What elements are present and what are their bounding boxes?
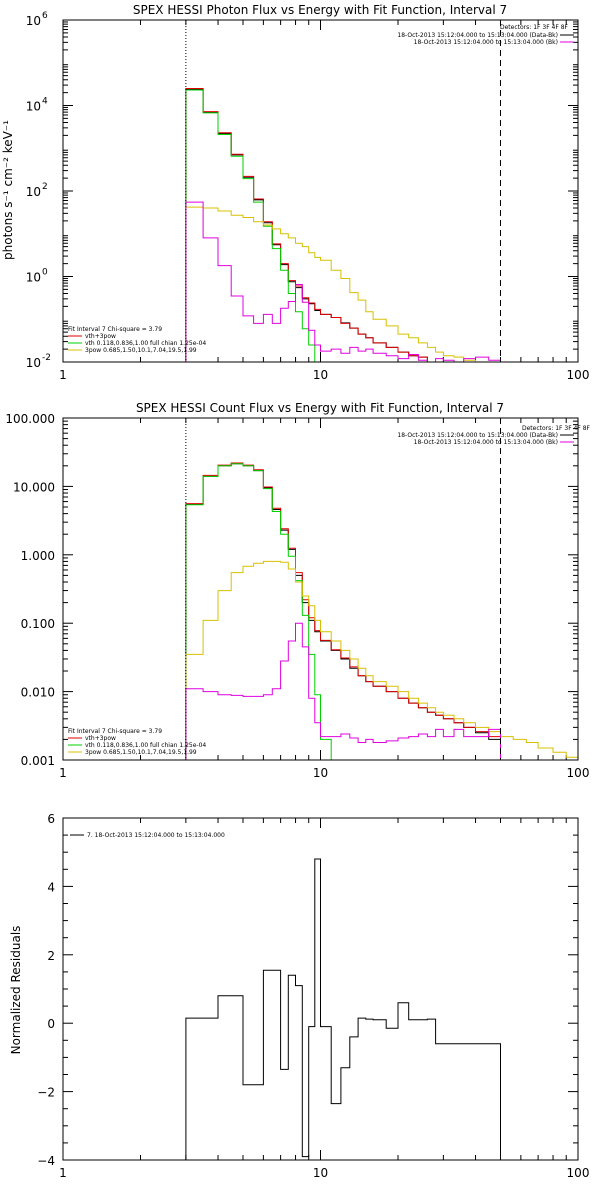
legend-bk: 18-Oct-2013 15:12:04.000 to 15:13:04.000…	[414, 439, 558, 446]
x-tick-label: 1	[59, 368, 67, 382]
legend-vth: vth 0.118,0.836,1.00 full chian 1.25e-04	[85, 340, 206, 347]
legend-3pow: 3pow 0.685,1.50,10.1,7.04,19.5,1.99	[85, 749, 197, 756]
tick-base: 10	[26, 271, 41, 285]
y-tick-label: 10.000	[13, 480, 55, 494]
series-bk	[185, 622, 501, 760]
series-3pow	[185, 206, 539, 362]
x-tick-label: 10	[313, 766, 328, 780]
legend-bk: 18-Oct-2013 15:12:04.000 to 15:13:04.000…	[414, 39, 558, 46]
axis-ticks: 1 10 100 −4 −2 0 2 4 6	[37, 812, 589, 1180]
y-tick-exponent: 0	[42, 268, 48, 278]
x-tick-label: 100	[567, 368, 590, 382]
y-tick-label: 10	[26, 271, 41, 285]
series-vth-3pow	[185, 88, 428, 362]
y-tick-label: 0.010	[21, 686, 55, 700]
top-legend: Detectors: 1F 3F 4F 8F 18-Oct-2013 15:12…	[397, 24, 574, 46]
y-tick-exponent: 4	[42, 97, 48, 107]
legend-residuals: 7. 18-Oct-2013 15:12:04.000 to 15:13:04.…	[87, 832, 225, 839]
chart-title: SPEX HESSI Count Flux vs Energy with Fit…	[136, 401, 504, 415]
y-tick-label: 0.001	[21, 754, 55, 768]
series-3pow	[185, 560, 578, 760]
y-axis-label: photons s⁻¹ cm⁻² keV⁻¹	[1, 120, 15, 260]
x-tick-label: 1	[59, 766, 67, 780]
top-legend: Detectors: 1F 3F 4F 8F 18-Oct-2013 15:12…	[397, 425, 590, 446]
y-tick-label: 4	[47, 880, 55, 894]
legend-3pow: 3pow 0.685,1.50,10.1,7.04,19.5,1.99	[85, 347, 197, 354]
reference-lines	[185, 20, 501, 362]
y-tick-label: 10	[26, 185, 41, 199]
x-tick-label: 1	[59, 1166, 67, 1180]
detectors-label: Detectors: 1F 3F 4F 8F	[522, 425, 591, 432]
series-layer	[185, 88, 539, 362]
y-tick-label: 2	[47, 949, 55, 963]
y-tick-label: 0.100	[21, 617, 55, 631]
x-tick-label: 100	[567, 1166, 590, 1180]
y-tick-exponent: 2	[42, 182, 48, 192]
photon-flux-panel: SPEX HESSI Photon Flux vs Energy with Fi…	[1, 3, 589, 382]
plot-frame	[62, 817, 579, 1161]
series-data-bk	[185, 88, 428, 362]
y-tick-label: 10	[26, 356, 41, 370]
legend-data-bk: 18-Oct-2013 15:12:04.000 to 15:13:04.000…	[397, 432, 558, 439]
y-axis-label: Normalized Residuals	[9, 926, 23, 1055]
y-tick-label: −4	[37, 1154, 55, 1168]
x-tick-label: 100	[567, 766, 590, 780]
x-tick-label: 10	[313, 368, 328, 382]
chart-title: SPEX HESSI Photon Flux vs Energy with Fi…	[133, 3, 507, 17]
series-bk	[185, 201, 501, 362]
plot-frame	[62, 417, 579, 761]
tick-base: 10	[26, 356, 41, 370]
y-tick-label: 100.000	[5, 412, 55, 426]
legend-vth: vth 0.118,0.836,1.00 full chian 1.25e-04	[85, 742, 206, 749]
series-layer	[185, 462, 578, 760]
legend-vth3pow: vth+3pow	[85, 735, 116, 742]
fit-legend: Fit Interval 7 Chi-square = 3.79 vth+3po…	[68, 728, 206, 756]
count-flux-panel: SPEX HESSI Count Flux vs Energy with Fit…	[5, 401, 590, 780]
y-tick-label: 6	[47, 812, 55, 826]
reference-lines	[185, 418, 501, 760]
x-tick-label: 10	[313, 1166, 328, 1180]
detectors-label: Detectors: 1F 3F 4F 8F	[500, 24, 569, 31]
y-tick-exponent: 6	[42, 11, 48, 21]
series-residuals	[185, 858, 501, 1160]
legend-vth3pow: vth+3pow	[85, 333, 116, 340]
tick-base: 10	[26, 14, 41, 28]
fit-info-label: Fit Interval 7 Chi-square = 3.79	[68, 728, 162, 735]
y-tick-label: 0	[47, 1017, 55, 1031]
y-tick-label: −2	[37, 1086, 55, 1100]
y-tick-exponent: -2	[42, 353, 51, 363]
plot-frame	[62, 19, 579, 363]
fit-legend: Fit Interval 7 Chi-square = 3.79 vth+3po…	[68, 326, 206, 354]
tick-base: 10	[26, 185, 41, 199]
y-tick-label: 10	[26, 14, 41, 28]
fit-info-label: Fit Interval 7 Chi-square = 3.79	[68, 326, 162, 333]
residuals-panel: Normalized Residuals 1 10 100 −4 −2 0 2 4 6 7. 1…	[9, 812, 589, 1180]
y-tick-label: 10	[26, 100, 41, 114]
series-vth	[185, 463, 342, 760]
legend-data-bk: 18-Oct-2013 15:12:04.000 to 15:13:04.000…	[397, 32, 558, 39]
series-layer	[185, 858, 501, 1160]
tick-base: 10	[26, 100, 41, 114]
axis-ticks: 1 10 100 0.001 0.010 0.100 1.000 10.000 100.000	[5, 412, 589, 780]
y-tick-label: 1.000	[21, 549, 55, 563]
interval-legend: 7. 18-Oct-2013 15:12:04.000 to 15:13:04.…	[70, 832, 225, 839]
